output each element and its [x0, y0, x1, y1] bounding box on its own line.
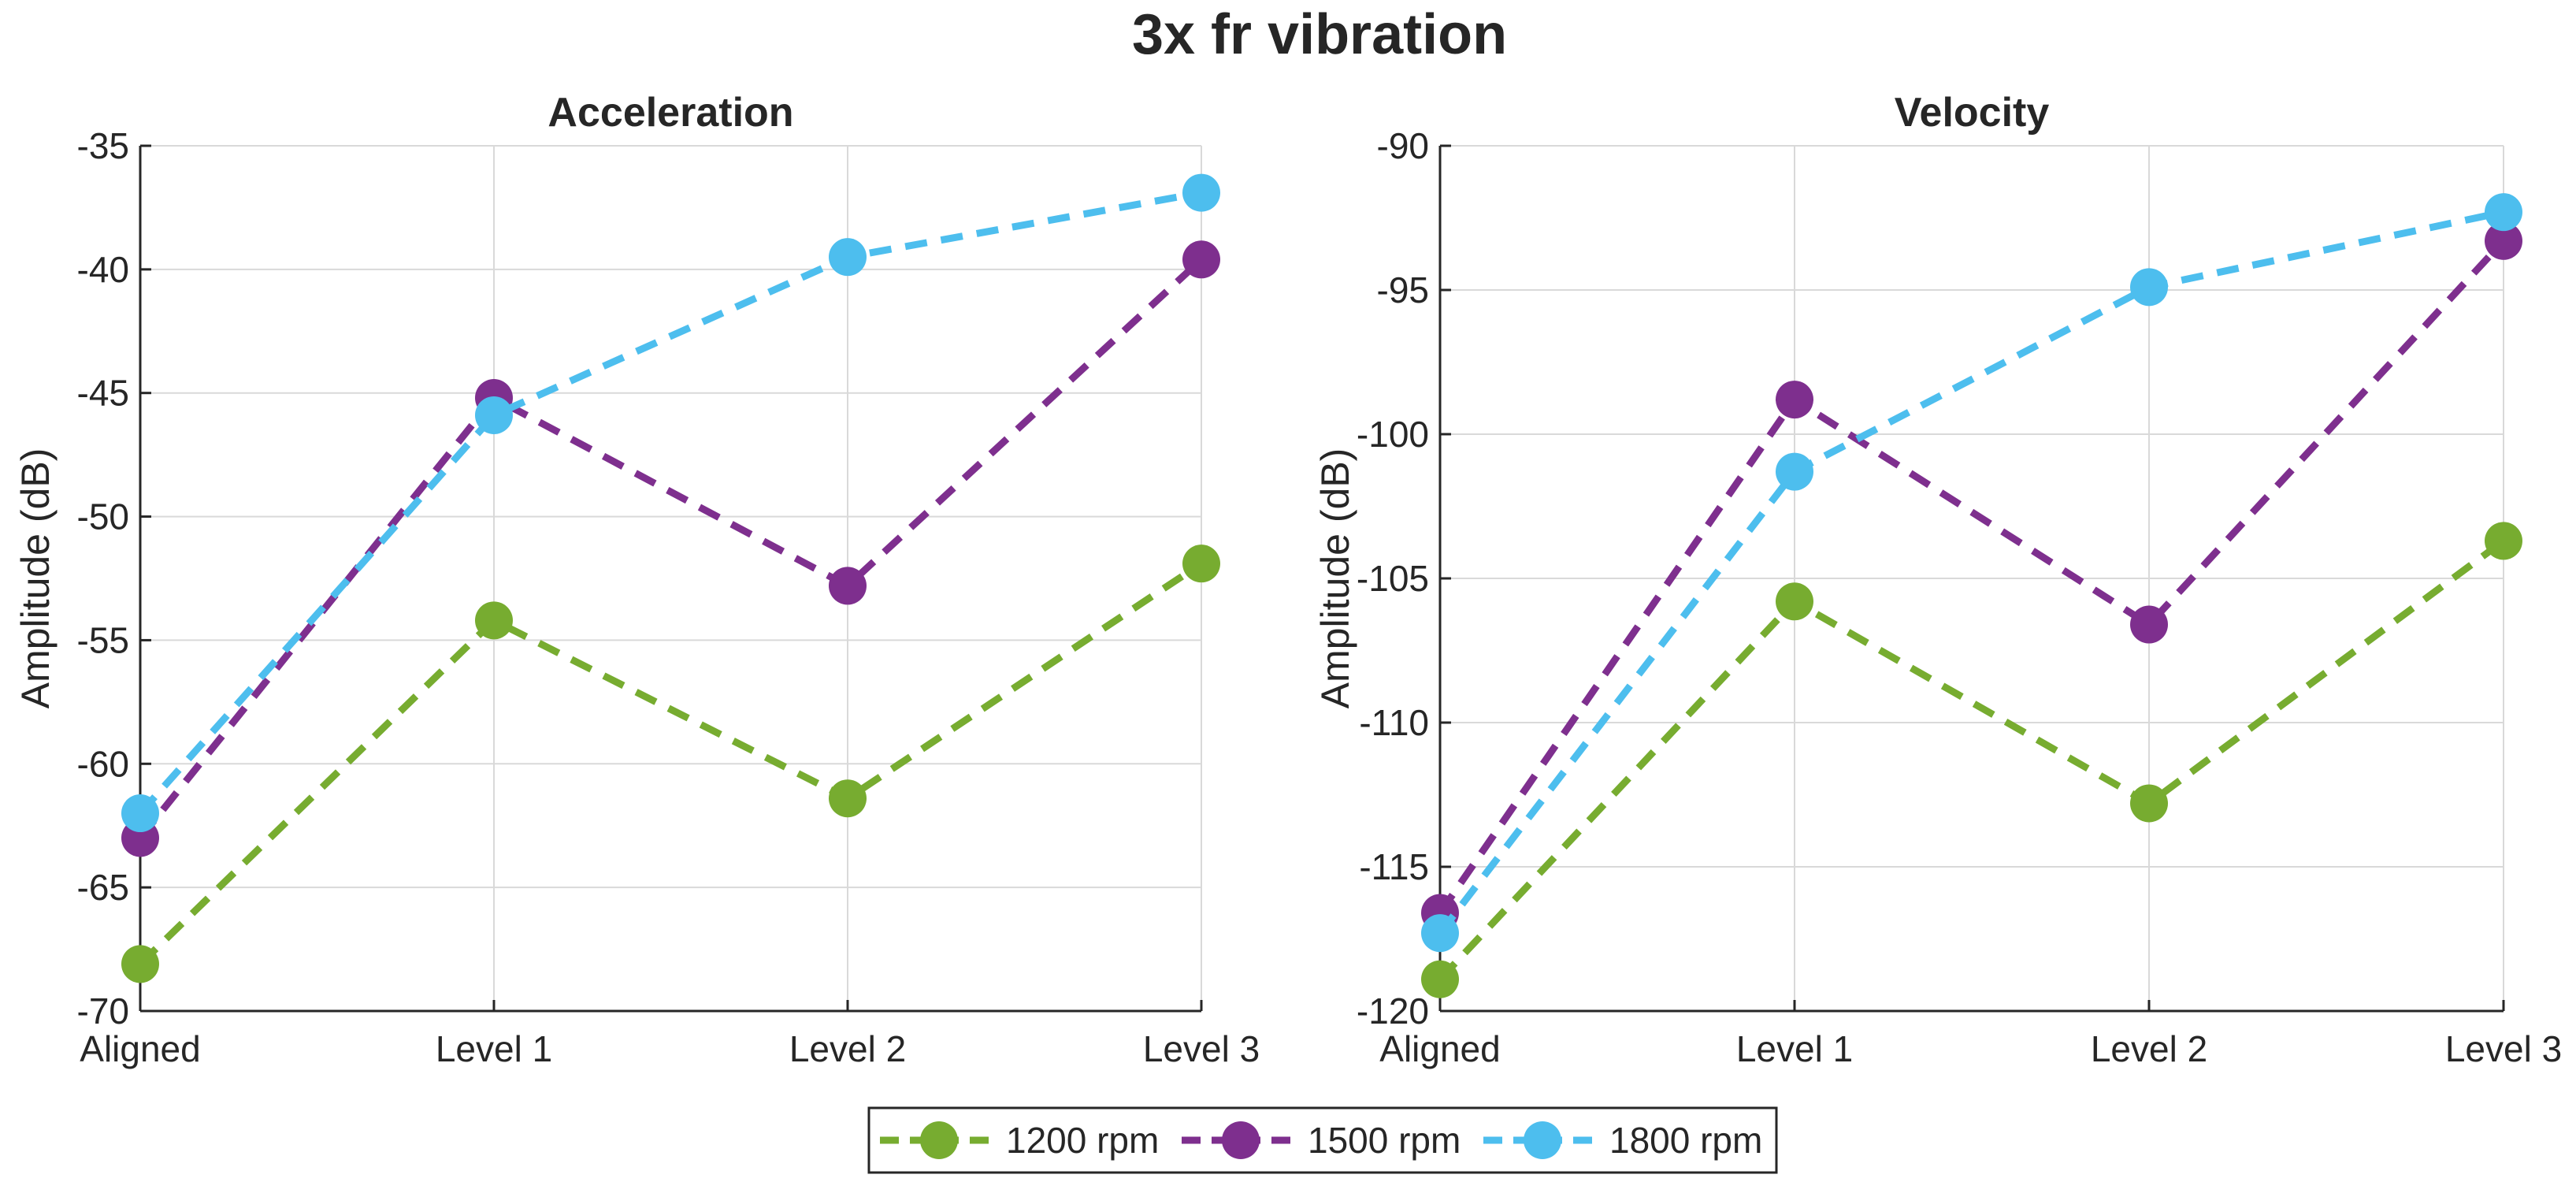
data-point [121, 794, 159, 833]
y-tick-label: -35 [77, 125, 129, 166]
panel-title: Acceleration [547, 90, 793, 136]
legend-marker [1222, 1121, 1260, 1159]
series-2 [1421, 193, 2522, 953]
legend-marker [1524, 1121, 1561, 1159]
data-point [1421, 914, 1459, 953]
legend-label: 1200 rpm [1006, 1120, 1159, 1161]
data-point [1776, 582, 1813, 621]
x-tick-label: Level 1 [436, 1028, 552, 1069]
y-tick-label: -65 [77, 867, 129, 908]
series-2 [121, 173, 1220, 833]
data-point [2485, 221, 2522, 260]
y-tick-label: -60 [77, 743, 129, 784]
y-tick-label: -55 [77, 619, 129, 660]
data-point [829, 567, 867, 605]
data-point [2130, 268, 2168, 307]
y-tick-label: -105 [1357, 558, 1429, 599]
legend-marker [920, 1121, 958, 1159]
y-tick-label: -70 [77, 991, 129, 1031]
y-tick-label: -45 [77, 373, 129, 414]
data-point [2130, 784, 2168, 823]
series-0 [1421, 522, 2522, 998]
series-line [1437, 208, 2504, 935]
data-point [1182, 240, 1220, 279]
data-point [1182, 545, 1220, 583]
x-tick-label: Level 3 [2445, 1028, 2562, 1069]
legend-entry-1: 1500 rpm [1182, 1120, 1461, 1161]
y-tick-label: -95 [1377, 269, 1429, 310]
data-point [1182, 173, 1220, 212]
series-line [137, 257, 1204, 841]
x-tick-label: Aligned [80, 1028, 200, 1069]
data-point [121, 945, 159, 983]
series-0 [121, 545, 1220, 983]
x-tick-label: Level 1 [1736, 1028, 1853, 1069]
x-tick-label: Level 3 [1143, 1028, 1260, 1069]
data-point [475, 396, 513, 434]
data-point [2485, 193, 2522, 232]
y-tick-label: -90 [1377, 125, 1429, 166]
legend-entry-0: 1200 rpm [880, 1120, 1159, 1161]
y-tick-label: -50 [77, 496, 129, 537]
series-1 [1421, 221, 2522, 932]
legend-label: 1500 rpm [1308, 1120, 1461, 1161]
data-point [1421, 960, 1459, 998]
x-tick-label: Level 2 [789, 1028, 906, 1069]
series-line [1437, 537, 2506, 982]
y-tick-label: -40 [77, 249, 129, 290]
legend-entry-2: 1800 rpm [1483, 1120, 1762, 1161]
legend-box [867, 1106, 1778, 1174]
data-point [1776, 381, 1813, 419]
chart-panel-0: -70 -65 -60 -55 -50 -45 -40 -35 Aligned Level 1 Le… [13, 90, 1260, 1069]
y-tick-label: -120 [1357, 991, 1429, 1031]
data-point [475, 601, 513, 640]
data-point [829, 779, 867, 818]
legend-label: 1800 rpm [1609, 1120, 1762, 1161]
y-tick-label: -115 [1359, 846, 1429, 887]
panel-title: Velocity [1895, 90, 2050, 136]
data-point [2485, 522, 2522, 560]
y-axis-label: Amplitude (dB) [13, 448, 58, 709]
data-point [2130, 605, 2168, 644]
x-tick-label: Level 2 [2091, 1028, 2207, 1069]
data-point [829, 238, 867, 277]
x-tick-label: Aligned [1379, 1028, 1500, 1069]
y-tick-label: -110 [1359, 702, 1429, 743]
figure-title: 3x fr vibration [1132, 3, 1507, 66]
chart-panel-1: -120 -115 -110 -105 -100 -95 -90 Aligned Level 1… [1313, 90, 2562, 1069]
data-point [1776, 452, 1813, 491]
legend: 1200 rpm 1500 rpm 1800 rpm [867, 1106, 1778, 1174]
series-line [137, 189, 1202, 816]
series-line [137, 560, 1204, 967]
series-line [1437, 238, 2507, 916]
y-tick-label: -100 [1357, 414, 1429, 455]
y-axis-label: Amplitude (dB) [1313, 448, 1357, 709]
